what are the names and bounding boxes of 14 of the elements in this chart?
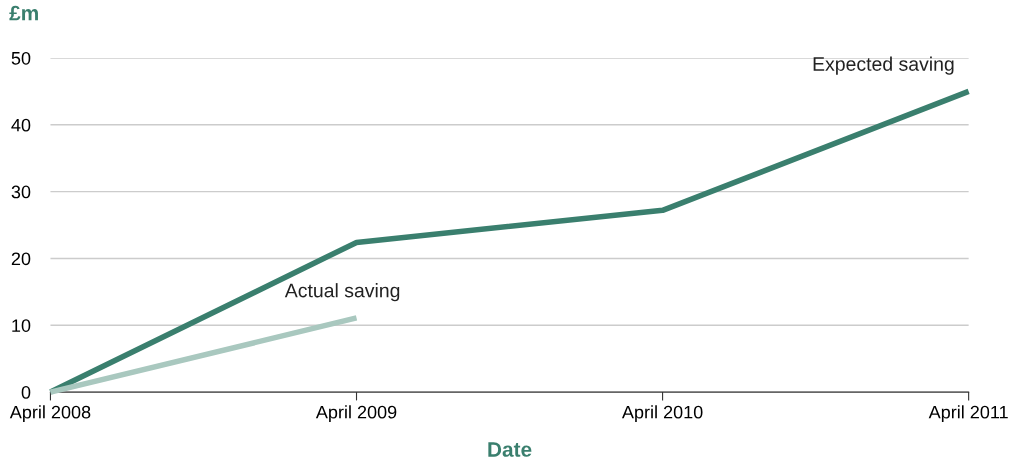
x-tick-label: April 2009 bbox=[315, 405, 397, 423]
x-tick-label: April 2008 bbox=[9, 405, 91, 423]
x-tick-label: April 2011 bbox=[928, 405, 1008, 423]
y-tick-label: 10 bbox=[12, 319, 31, 332]
y-tick-label: 40 bbox=[11, 118, 31, 132]
y-tick-label: 0 bbox=[21, 386, 31, 399]
series-label: Expected saving bbox=[813, 56, 954, 75]
x-tick-label: April 2010 bbox=[621, 405, 703, 423]
y-tick-label: 20 bbox=[11, 252, 31, 266]
y-tick-label: 50 bbox=[11, 51, 31, 65]
series-label: Actual saving bbox=[284, 283, 400, 302]
y-tick-label: 30 bbox=[11, 185, 31, 199]
x-axis-title: Date bbox=[488, 442, 532, 457]
y-axis-title: £m bbox=[9, 5, 38, 21]
